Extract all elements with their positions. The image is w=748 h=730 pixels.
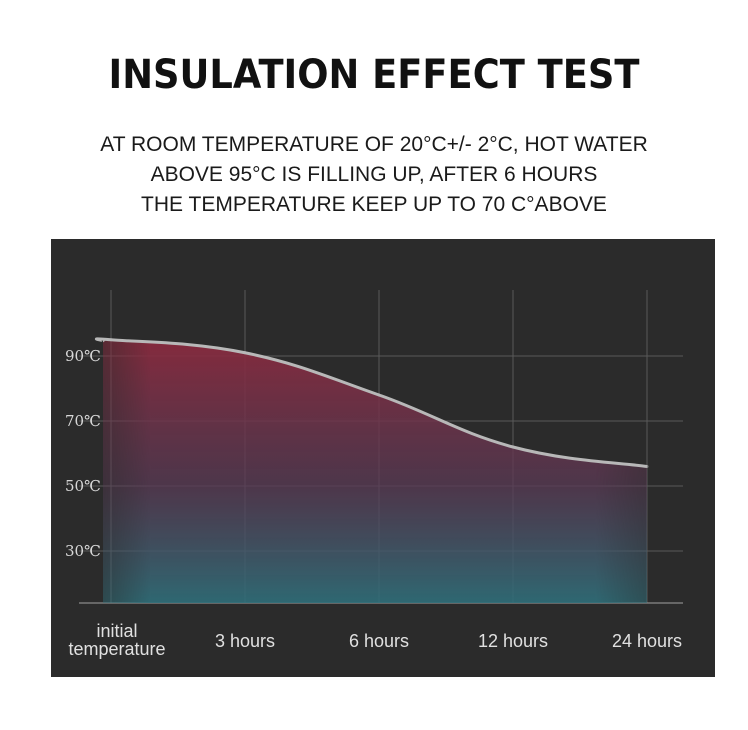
y-tick-label-2: 70℃ [65,412,101,430]
y-tick-label-0: 30℃ [65,542,101,560]
chart-subtitle: AT ROOM TEMPERATURE OF 20°C+/- 2°C, HOT … [0,130,748,220]
x-tick-label-3: 12 hours [478,631,548,651]
temperature-chart: 30℃ 50℃ 70℃ 90℃ initial temperature 3 hours 6 h… [65,290,683,659]
y-tick-label-1: 50℃ [65,477,101,495]
x-tick-label-0-line-1: temperature [68,639,165,659]
data-point-0 [109,338,113,342]
subtitle-line-1: AT ROOM TEMPERATURE OF 20°C+/- 2°C, HOT … [100,133,648,156]
data-point-3 [511,445,515,449]
x-tick-label-4: 24 hours [612,631,682,651]
data-point-2 [377,393,381,397]
temperature-area [96,338,648,603]
x-tick-label-2: 6 hours [349,631,409,651]
y-tick-label-3: 90℃ [65,347,101,365]
data-point-4 [645,465,649,468]
x-tick-label-0: initial temperature [68,621,165,659]
x-tick-label-0-line-0: initial [96,621,137,641]
chart-panel: 30℃ 50℃ 70℃ 90℃ initial temperature 3 hours 6 h… [51,239,715,677]
data-point-1 [243,351,247,355]
subtitle-line-2: ABOVE 95°C IS FILLING UP, AFTER 6 HOURS [150,163,598,186]
x-tick-label-1: 3 hours [215,631,275,651]
subtitle-line-3: THE TEMPERATURE KEEP UP TO 70 C°ABOVE [141,193,607,216]
chart-title: INSULATION EFFECT TEST [108,52,640,98]
